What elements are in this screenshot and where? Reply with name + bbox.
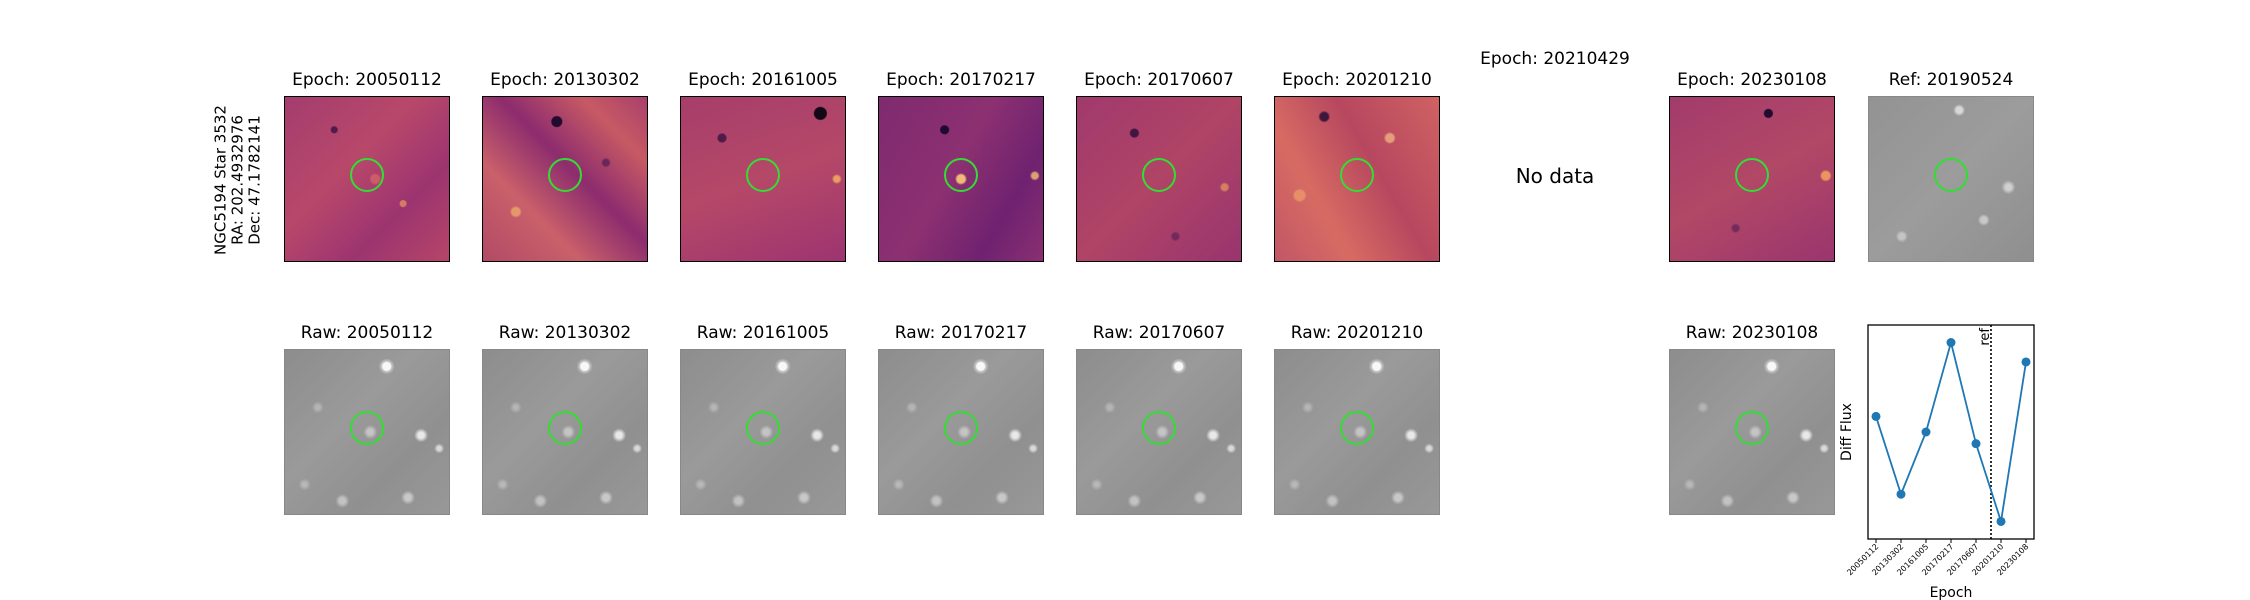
x-axis-label: Epoch [1930,585,1973,600]
data-point [1946,338,1956,348]
diff-title-6: Epoch: 20201210 [1282,70,1432,90]
data-point [1921,427,1931,437]
data-point [1896,489,1906,499]
raw-title-7: Raw: 20230108 [1685,323,1819,343]
raw-title-1: Raw: 20050112 [300,323,434,343]
raw-title-4: Raw: 20170217 [894,323,1028,343]
diff-title-2: Epoch: 20130302 [490,70,640,90]
no-data-label: No data [1515,164,1595,188]
diff-title-8: Epoch: 20230108 [1677,70,1827,90]
ref-line-label: ref [1978,328,1993,346]
raw-title-3: Raw: 20161005 [696,323,830,343]
diff-title-3: Epoch: 20161005 [688,70,838,90]
data-point [1871,411,1881,421]
diff-title-5: Epoch: 20170607 [1084,70,1234,90]
raw-title-5: Raw: 20170607 [1092,323,1226,343]
data-point [2021,357,2031,367]
diff-title-7: Epoch: 20210429 [1480,49,1630,69]
raw-title-2: Raw: 20130302 [498,323,632,343]
data-point [1971,439,1981,449]
diff-title-4: Epoch: 20170217 [886,70,1036,90]
ref-title: Ref: 20190524 [1888,70,2014,90]
chart-frame [1867,324,2035,540]
y-axis-label: Diff Flux [1839,403,1855,461]
diff-title-1: Epoch: 20050112 [292,70,442,90]
data-point [1996,516,2006,526]
raw-title-6: Raw: 20201210 [1290,323,1424,343]
